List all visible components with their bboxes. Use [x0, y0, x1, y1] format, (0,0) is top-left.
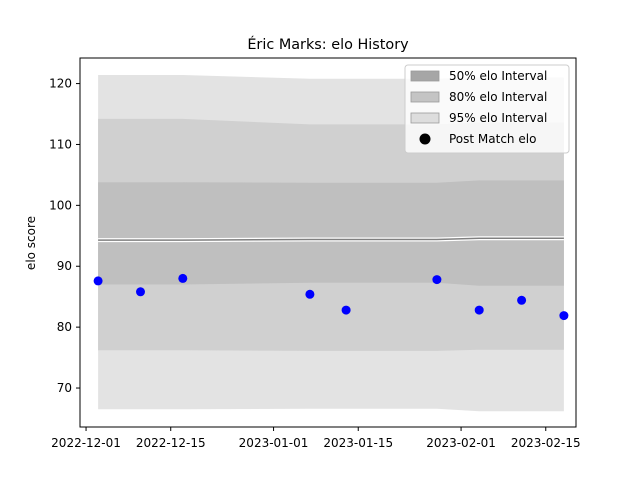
y-tick-label: 100	[49, 198, 72, 212]
band-50-interval	[98, 180, 564, 286]
post-match-elo-point	[559, 311, 569, 321]
post-match-elo-point	[136, 287, 145, 297]
y-tick-label: 90	[57, 259, 72, 273]
y-tick-label: 80	[57, 320, 72, 334]
legend-label: 50% elo Interval	[449, 69, 547, 83]
legend: 50% elo Interval 80% elo Interval 95% elo …	[404, 64, 570, 154]
legend-box	[404, 64, 570, 154]
x-tick-label: 2023-01-01	[239, 436, 309, 450]
post-match-elo-point	[474, 305, 484, 315]
legend-marker-post-match	[419, 133, 431, 145]
y-axis-label: elo score	[24, 216, 38, 270]
mean-elo-line	[98, 237, 564, 241]
x-tick-label: 2023-02-15	[511, 436, 581, 450]
post-match-elo-point	[517, 295, 527, 305]
post-match-elo-point	[305, 289, 315, 299]
axes-frame	[79, 57, 577, 428]
x-tick-label: 2023-02-01	[426, 436, 496, 450]
legend-label: Post Match elo	[449, 132, 536, 146]
x-tick-label: 2022-12-01	[51, 436, 121, 450]
legend-label: 95% elo Interval	[449, 111, 547, 125]
legend-swatch-80	[410, 91, 440, 103]
legend-label: 80% elo Interval	[449, 90, 547, 104]
axes: 2022-12-01 2022-12-15 2023-01-01 2023-01-15…	[49, 57, 581, 450]
post-match-elo-point	[432, 275, 442, 285]
legend-swatch-50	[410, 70, 440, 82]
x-tick-label: 2023-01-15	[323, 436, 393, 450]
x-tick-label: 2022-12-15	[136, 436, 206, 450]
y-tick-label: 120	[49, 77, 72, 91]
chart-title: Éric Marks: elo History	[247, 36, 409, 53]
plot-area	[93, 75, 569, 412]
y-tick-label: 70	[57, 381, 72, 395]
post-match-elo-point	[93, 276, 103, 286]
y-tick-label: 110	[49, 137, 72, 151]
post-match-elo-point	[341, 305, 351, 315]
legend-swatch-95	[410, 112, 440, 124]
post-match-elo-point	[178, 273, 188, 283]
